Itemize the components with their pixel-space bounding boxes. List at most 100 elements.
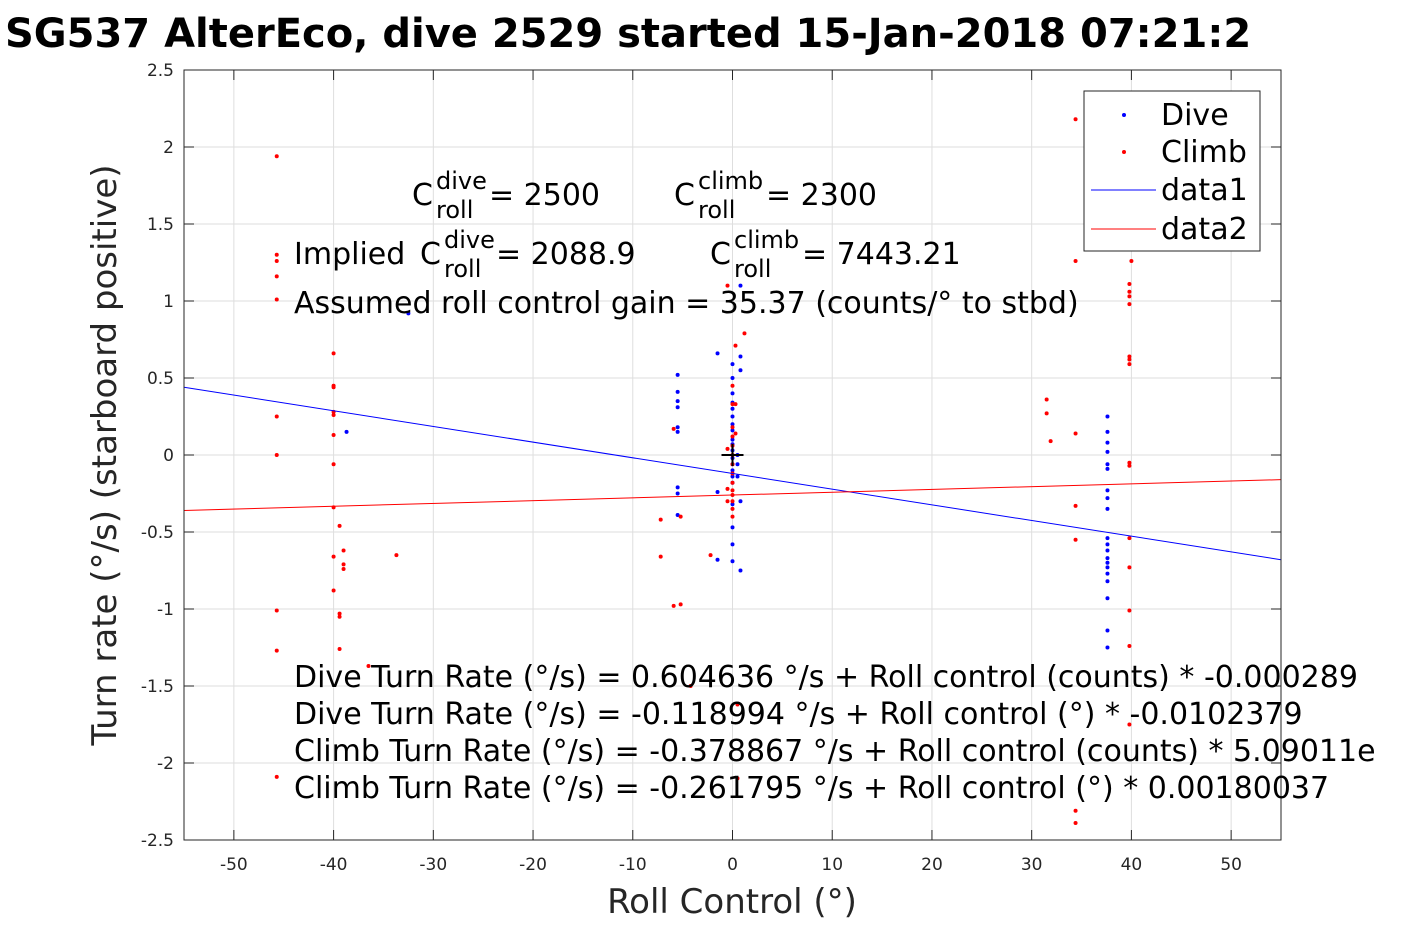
y-tick-label: -1 [157,600,174,620]
climb-point [1127,643,1132,648]
dive-point [730,362,735,367]
climb-point [1073,808,1078,813]
climb-point [1127,354,1132,359]
climb-point [730,383,735,388]
c-climb-value: = 2300 [766,178,877,213]
legend-data1-label: data1 [1161,173,1248,208]
climb-point [730,499,735,504]
climb-point [274,154,279,159]
legend-box [1083,90,1261,252]
climb-point [366,663,371,668]
dive-point [715,489,720,494]
dive-point [675,405,680,410]
x-tick-label: -40 [320,855,348,875]
dive-point [730,428,735,433]
y-axis-label: Turn rate (°/s) (starboard positive) [85,164,125,746]
climb-point [735,776,740,781]
climb-point [730,514,735,519]
climb-point [733,343,738,348]
climb-point [341,566,346,571]
x-tick-label: 30 [1021,855,1043,875]
climb-point [1073,117,1078,122]
fit-line-2: Dive Turn Rate (°/s) = -0.118994 °/s + R… [294,697,1303,732]
climb-point [1127,565,1132,570]
climb-point [274,453,279,457]
dive-point [715,351,720,356]
dive-point [715,557,720,562]
dive-point [1105,556,1110,561]
x-tick-label: -20 [519,855,547,875]
climb-point [733,431,738,436]
climb-point [1127,463,1132,468]
dive-point [675,491,680,496]
implied-dive-base: C [420,237,441,272]
x-tick-label: 50 [1220,855,1242,875]
y-tick-label: 0 [163,446,174,466]
dive-point [675,399,680,404]
c-dive-subscript: roll [436,196,473,224]
dive-point [730,437,735,442]
dive-point [344,429,349,434]
climb-point [1127,722,1132,727]
climb-point [341,562,346,567]
x-tick-label: 40 [1121,855,1143,875]
dive-point [1105,496,1110,501]
dive-point [730,559,735,564]
climb-point [341,548,346,553]
climb-point [1127,357,1132,362]
climb-point [708,553,713,558]
x-tick-label: -50 [220,855,248,875]
dive-point [1105,565,1110,570]
c-climb-subscript: roll [698,196,735,224]
climb-point [688,684,693,688]
dive-point [735,462,740,467]
dive-point [730,422,735,427]
implied-climb-subscript: roll [734,255,771,283]
climb-point [1073,258,1078,263]
climb-point [1127,294,1132,299]
dive-point [1105,462,1110,467]
dive-point [675,429,680,434]
x-tick-label: 10 [821,855,843,875]
climb-point [1073,537,1078,542]
legend-climb-label: Climb [1161,135,1247,170]
climb-point [730,488,735,493]
dive-point [730,525,735,530]
y-tick-label: 0.5 [147,369,174,389]
climb-point [274,648,279,653]
climb-point [730,402,735,407]
y-tick-label: 1 [163,292,174,312]
fit-line-3: Climb Turn Rate (°/s) = -0.378867 °/s + … [294,734,1376,769]
dive-point [730,391,735,396]
climb-point [678,602,683,607]
climb-point [1127,362,1132,367]
dive-point [675,389,680,394]
climb-point [725,283,730,288]
climb-point [331,462,336,467]
climb-point [274,774,279,779]
dive-point [1105,414,1110,419]
climb-point [274,274,279,279]
data-series [183,115,1282,826]
climb-point [735,702,740,707]
dive-point [730,414,735,419]
legend-data2-label: data2 [1161,212,1248,247]
implied-dive-superscript: dive [444,226,495,254]
dive-point [1105,542,1110,547]
climb-point [730,506,735,511]
dive-point [675,372,680,377]
legend-dive-label: Dive [1161,98,1229,133]
implied-climb-value: = 7443.21 [802,237,961,272]
climb-point [1048,439,1053,444]
climb-point [1127,460,1132,465]
y-tick-label: 2 [163,138,174,158]
c-dive-superscript: dive [436,167,487,195]
x-tick-label: 0 [727,855,738,875]
climb-point [678,514,683,519]
dive-point [1105,628,1110,633]
climb-point [730,480,735,485]
c-dive-value: = 2500 [489,178,600,213]
x-axis-label: Roll Control (°) [607,882,857,922]
x-tick-label: 20 [921,855,943,875]
